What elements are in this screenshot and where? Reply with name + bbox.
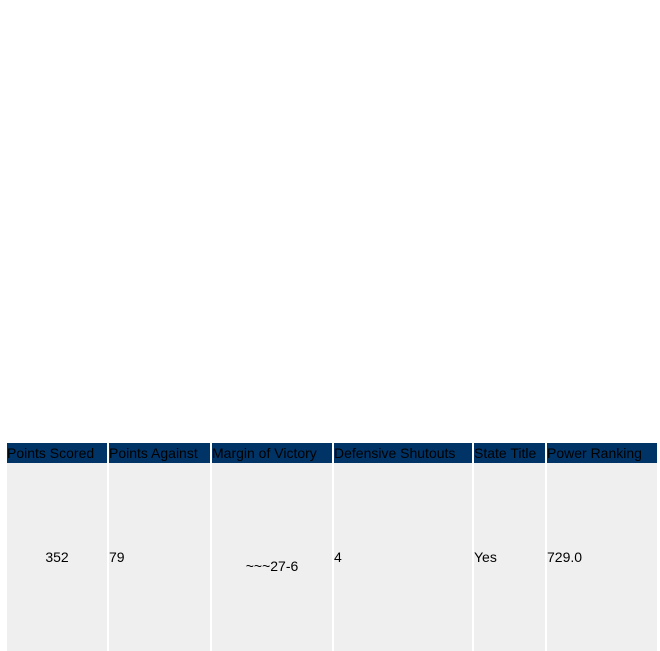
table-row: 352 79 ~~~27-6 4 Yes 729.0 — [7, 463, 657, 651]
cell-points-against: 79 — [109, 463, 210, 651]
table-header: Points Scored Points Against Margin of V… — [7, 443, 657, 463]
cell-margin-of-victory: ~~~27-6 — [212, 463, 332, 651]
table-body: 352 79 ~~~27-6 4 Yes 729.0 — [7, 463, 657, 651]
header-margin-of-victory: Margin of Victory — [212, 443, 332, 463]
header-state-title: State Title — [474, 443, 545, 463]
header-row: Points Scored Points Against Margin of V… — [7, 443, 657, 463]
header-power-ranking: Power Ranking — [547, 443, 657, 463]
cell-state-title: Yes — [474, 463, 545, 651]
header-points-against: Points Against — [109, 443, 210, 463]
header-points-scored: Points Scored — [7, 443, 107, 463]
stats-table: Points Scored Points Against Margin of V… — [5, 443, 659, 651]
header-defensive-shutouts: Defensive Shutouts — [334, 443, 472, 463]
cell-defensive-shutouts: 4 — [334, 463, 472, 651]
cell-power-ranking: 729.0 — [547, 463, 657, 651]
cell-points-scored: 352 — [7, 463, 107, 651]
